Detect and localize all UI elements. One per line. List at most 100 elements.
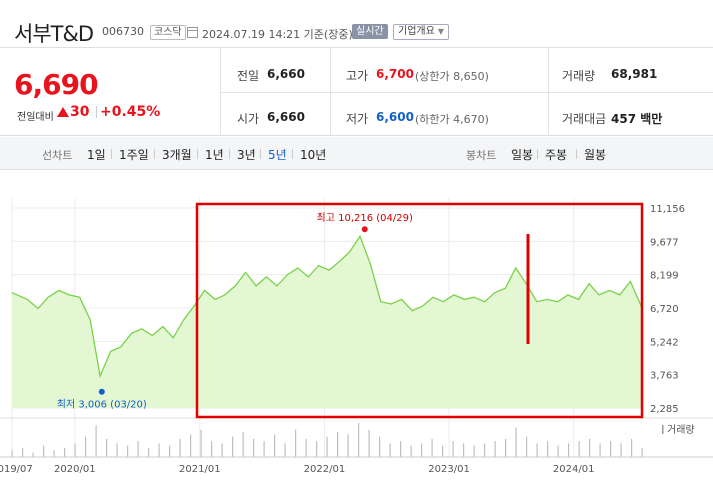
volume-label: 거래량 xyxy=(562,69,596,83)
candle-chart-label: 봉차트 xyxy=(466,149,497,162)
volume-bar xyxy=(473,445,475,457)
x-tick-label: 2020/01 xyxy=(54,464,96,475)
volume-bar xyxy=(242,432,244,457)
upper-limit: (상한가 8,650) xyxy=(415,70,489,83)
volume-bar xyxy=(211,441,213,457)
volume-bar xyxy=(547,441,549,457)
volume-bar xyxy=(568,443,570,457)
volume-bar xyxy=(368,429,370,457)
trade-value-label: 거래대금 xyxy=(562,112,607,126)
divider xyxy=(220,92,713,93)
y-tick-label: 9,677 xyxy=(650,237,679,248)
volume-bar xyxy=(620,443,622,457)
tab-10y[interactable]: 10년 xyxy=(300,148,327,162)
divider xyxy=(229,149,230,159)
divider xyxy=(537,149,538,159)
volume-bar xyxy=(578,441,580,457)
divider xyxy=(96,106,97,118)
volume-bar xyxy=(536,443,538,457)
divider xyxy=(154,149,155,159)
y-tick-label: 5,242 xyxy=(650,337,679,348)
volume-bar xyxy=(253,438,255,457)
stock-header: 서부T&D 006730 코스닥 2024.07.19 14:21 기준(장중)… xyxy=(0,0,713,48)
tab-1y[interactable]: 1년 xyxy=(205,148,224,162)
volume-bars: 거래량 xyxy=(0,417,713,457)
y-tick-label: 8,199 xyxy=(650,271,679,282)
tab-monthly-candle[interactable]: 월봉 xyxy=(584,148,607,162)
calendar-icon xyxy=(187,27,198,38)
company-overview-label: 기업개요 xyxy=(398,26,435,37)
chart-period-tabs: 선차트 1일 1주일 3개월 1년 3년 5년 10년 봉차트 일봉 주봉 월봉 xyxy=(0,137,713,170)
stock-name: 서부T&D xyxy=(14,22,94,46)
volume-bar xyxy=(599,443,601,457)
divider xyxy=(111,149,112,159)
high-label: 고가 xyxy=(346,69,369,83)
volume-bar xyxy=(116,443,118,457)
current-price: 6,690 xyxy=(14,68,99,101)
price-chart[interactable]: 11,156 9,677 8,199 6,720 5,242 3,763 2,285 거래량… xyxy=(0,170,713,502)
tab-1d[interactable]: 1일 xyxy=(87,148,106,162)
volume-bar xyxy=(74,443,76,457)
tab-5y[interactable]: 5년 xyxy=(268,148,287,162)
volume-bar xyxy=(431,438,433,457)
volume-legend-icon xyxy=(662,425,664,434)
open-label: 시가 xyxy=(237,112,260,126)
trade-value: 457 백만 xyxy=(611,112,663,126)
volume-bar xyxy=(421,443,423,457)
x-tick-label: 2021/01 xyxy=(179,464,221,475)
volume-bar xyxy=(494,441,496,457)
divider xyxy=(260,149,261,159)
volume-bar xyxy=(106,438,108,457)
volume-bar xyxy=(85,436,87,457)
y-tick-label: 11,156 xyxy=(650,204,685,215)
high-marker-dot xyxy=(361,226,368,233)
open-value: 6,660 xyxy=(267,110,305,124)
volume-bar xyxy=(515,427,517,457)
volume-bar xyxy=(158,443,160,457)
volume-bar xyxy=(641,447,643,457)
market-badge: 코스닥 xyxy=(150,25,186,40)
y-tick-label: 3,763 xyxy=(650,371,679,382)
volume-value: 68,981 xyxy=(611,67,658,81)
volume-bar xyxy=(589,438,591,457)
volume-bar xyxy=(610,441,612,457)
tab-3m[interactable]: 3개월 xyxy=(162,148,192,162)
highlight-box xyxy=(195,202,644,419)
volume-bar xyxy=(190,434,192,457)
chevron-down-icon: ▼ xyxy=(437,27,444,36)
volume-bar xyxy=(179,438,181,457)
volume-bar xyxy=(347,434,349,457)
y-axis: 11,156 9,677 8,199 6,720 5,242 3,763 2,285 xyxy=(650,204,685,415)
tab-1w[interactable]: 1주일 xyxy=(119,148,149,162)
volume-bar xyxy=(631,438,633,457)
price-summary: 6,690 전일대비 30 +0.45% 전일 6,660 고가 6,700 (… xyxy=(0,48,713,136)
volume-bar xyxy=(358,423,360,457)
tab-daily-candle[interactable]: 일봉 xyxy=(511,148,534,162)
price-line xyxy=(11,234,643,379)
volume-bar xyxy=(316,441,318,457)
volume-bar xyxy=(526,436,528,457)
realtime-button[interactable]: 실시간 xyxy=(352,24,388,39)
volume-bar xyxy=(284,443,286,457)
high-value: 6,700 xyxy=(376,67,414,81)
volume-bar xyxy=(22,447,24,457)
low-value: 6,600 xyxy=(376,110,414,124)
up-triangle-icon xyxy=(57,107,69,117)
line-chart-label: 선차트 xyxy=(42,149,73,162)
volume-bar xyxy=(505,438,507,457)
low-marker-label: 최저 3,006 (03/20) xyxy=(57,399,147,411)
tab-3y[interactable]: 3년 xyxy=(237,148,256,162)
x-axis: 2019/07 2020/01 2021/01 2022/01 2023/01 2024/… xyxy=(0,456,713,475)
tab-weekly-candle[interactable]: 주봉 xyxy=(545,148,568,162)
volume-bar xyxy=(169,445,171,457)
volume-bar xyxy=(442,445,444,457)
x-tick-label: 2023/01 xyxy=(428,464,470,475)
volume-bar xyxy=(389,443,391,457)
high-marker-label: 최고 10,216 (04/29) xyxy=(317,212,413,224)
y-tick-label: 6,720 xyxy=(650,304,679,315)
volume-bar xyxy=(410,445,412,457)
volume-bar xyxy=(127,445,129,457)
volume-bar xyxy=(148,447,150,457)
divider xyxy=(292,149,293,159)
company-overview-button[interactable]: 기업개요 ▼ xyxy=(393,24,449,40)
